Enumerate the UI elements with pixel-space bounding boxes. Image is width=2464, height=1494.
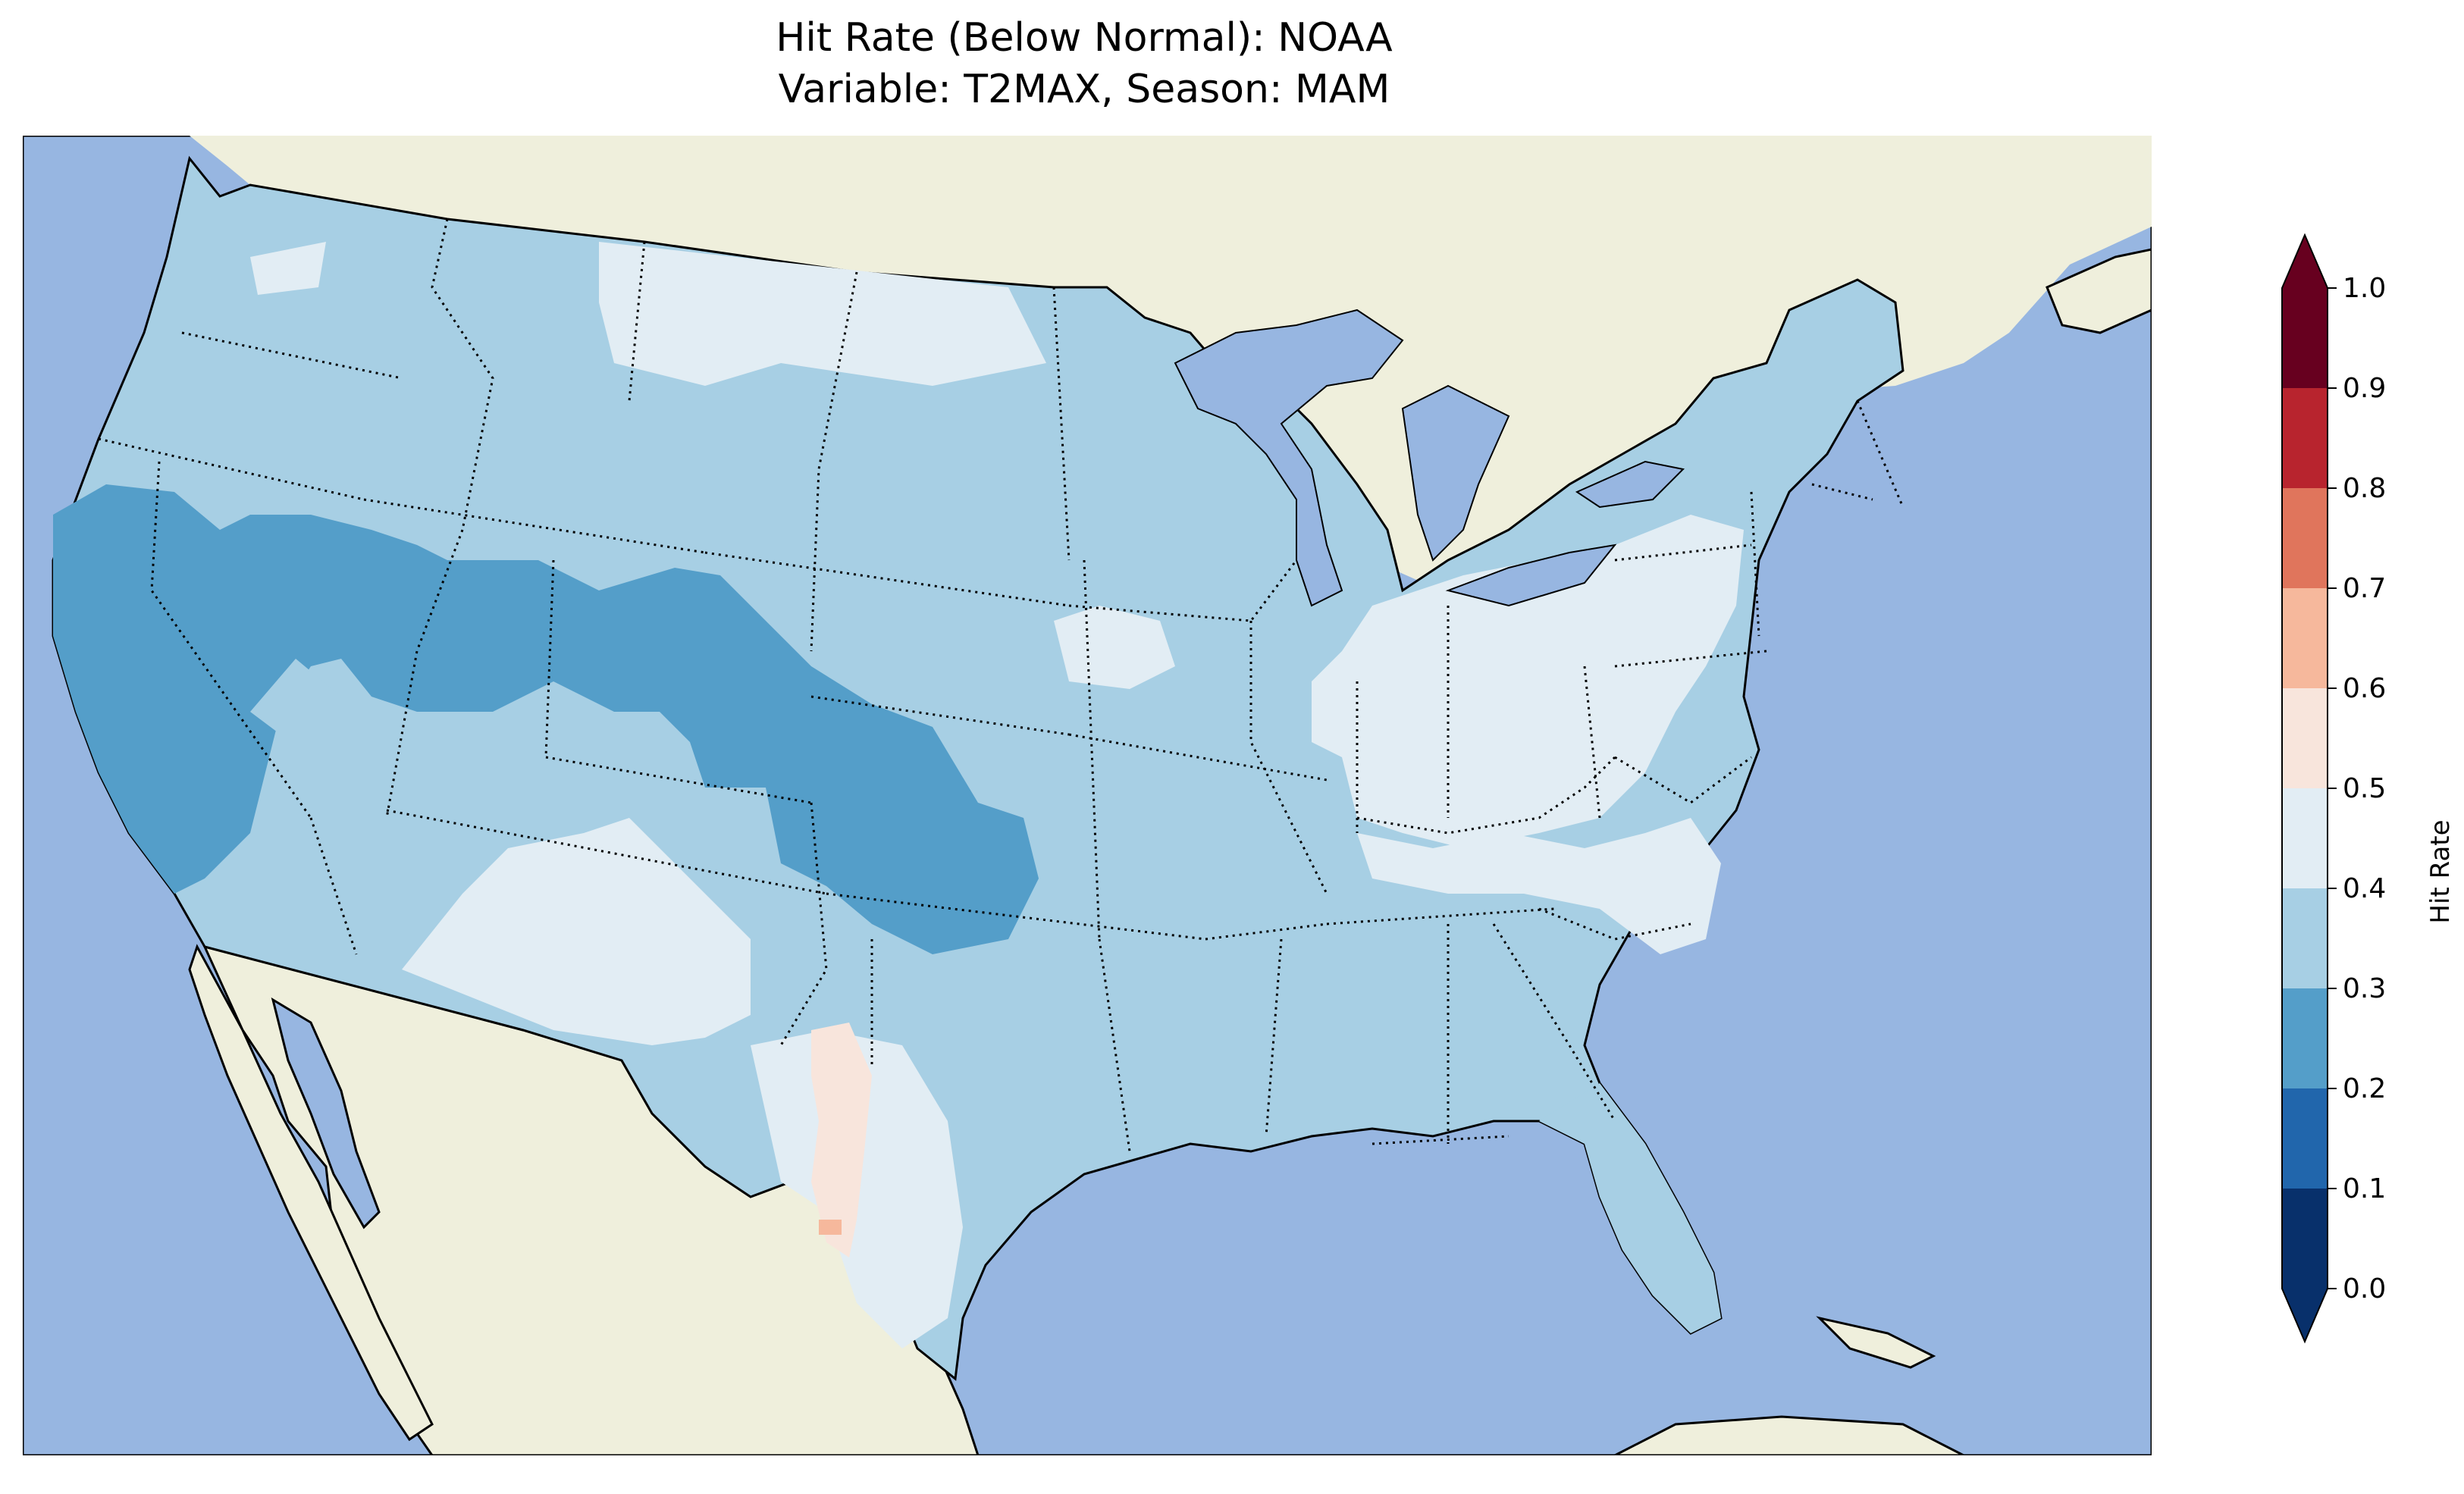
- colorbar-bin: [2282, 688, 2328, 788]
- chart-title-line2: Variable: T2MAX, Season: MAM: [778, 67, 1390, 112]
- colorbar-bin: [2282, 788, 2328, 888]
- colorbar: 0.0 0.1 0.2 0.3 0.4 0.5 0.6 0.7 0.8 0.9 1.0 Hit Ra…: [2281, 233, 2456, 1344]
- baja-peninsula: [188, 944, 434, 1442]
- lake-erie: [1445, 543, 1617, 607]
- colorbar-bin: [2282, 1088, 2328, 1189]
- colorbar-bin: [2282, 288, 2328, 388]
- region-west-texas-warm: [811, 1023, 872, 1258]
- region-great-basin: [53, 484, 1039, 954]
- colorbar-bin: [2282, 988, 2328, 1088]
- colorbar-tick-label: 0.6: [2343, 673, 2386, 704]
- colorbar-tick-label: 0.2: [2343, 1073, 2386, 1104]
- colorbar-bin: [2282, 488, 2328, 588]
- great-lakes: [1174, 309, 1404, 607]
- colorbar-ticks: 0.0 0.1 0.2 0.3 0.4 0.5 0.6 0.7 0.8 0.9 1.0: [2328, 273, 2386, 1305]
- colorbar-bin: [2282, 588, 2328, 688]
- canada-land: [190, 136, 2152, 590]
- colorbar-tick-label: 0.8: [2343, 473, 2386, 504]
- gulf-of-california: [271, 997, 381, 1229]
- state-borders: [98, 218, 1904, 1152]
- region-west-texas-peak: [819, 1220, 842, 1235]
- maritime-island: [2045, 248, 2152, 334]
- colorbar-tick-label: 0.0: [2343, 1273, 2386, 1305]
- south-land: [1614, 1415, 1964, 1455]
- colorbar-tick-label: 0.9: [2343, 373, 2386, 404]
- colorbar-bins: [2281, 233, 2328, 1344]
- colorbar-tick-label: 0.4: [2343, 873, 2386, 904]
- region-pacific-nw-light: [250, 242, 326, 295]
- region-kentucky-light: [1357, 818, 1721, 954]
- colorbar-tick-label: 0.1: [2343, 1173, 2386, 1204]
- region-northern-plains: [599, 242, 1046, 386]
- lake-huron: [1401, 384, 1510, 562]
- region-midwest: [1312, 515, 1744, 848]
- map-panel: [23, 136, 2152, 1455]
- region-light-inland: [250, 659, 341, 757]
- colorbar-extend-min: [2282, 1289, 2328, 1342]
- chart-title-line1: Hit Rate (Below Normal): NOAA: [776, 15, 1393, 61]
- region-plains-light-patch: [1054, 606, 1175, 689]
- colorbar-bin: [2282, 1189, 2328, 1289]
- colorbar-bin: [2282, 888, 2328, 988]
- region-southwest: [402, 818, 751, 1045]
- colorbar-label: Hit Rate: [2425, 819, 2456, 923]
- colorbar-extend-max: [2282, 235, 2328, 288]
- colorbar-tick-label: 0.3: [2343, 973, 2386, 1004]
- colorbar-tick-label: 0.7: [2343, 573, 2386, 604]
- colorbar-tick-label: 1.0: [2343, 273, 2386, 304]
- region-florida: [1539, 1083, 1721, 1333]
- colorbar-tick-label: 0.5: [2343, 773, 2386, 804]
- colorbar-bin: [2282, 388, 2328, 488]
- cuba: [1816, 1316, 1936, 1369]
- hit-rate-regions: [53, 242, 1744, 1348]
- lake-ontario: [1575, 460, 1685, 509]
